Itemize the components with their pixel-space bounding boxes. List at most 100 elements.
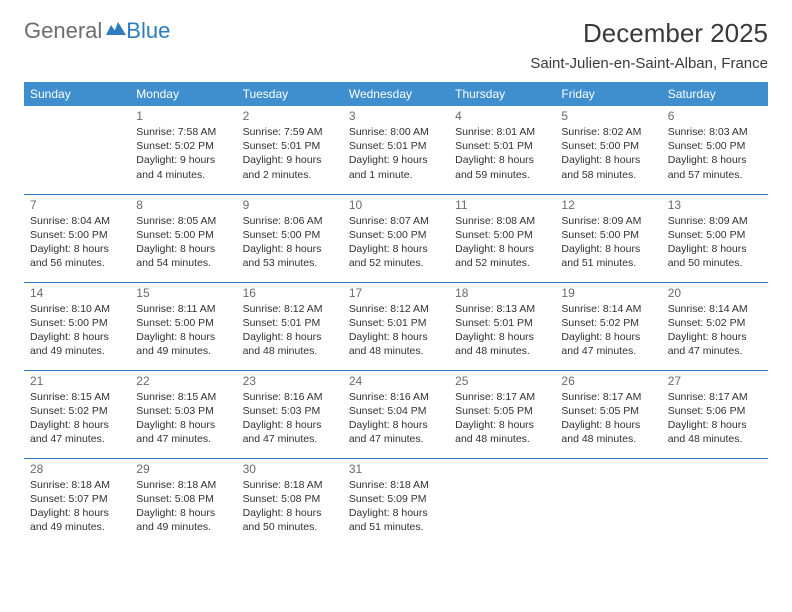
daylight-line: Daylight: 8 hours	[136, 506, 230, 520]
calendar-day-cell: 7Sunrise: 8:04 AMSunset: 5:00 PMDaylight…	[24, 194, 130, 282]
day-number: 25	[455, 374, 549, 388]
daylight-line: and 47 minutes.	[30, 432, 124, 446]
calendar-day-cell: 4Sunrise: 8:01 AMSunset: 5:01 PMDaylight…	[449, 106, 555, 194]
sunrise-line: Sunrise: 8:12 AM	[243, 302, 337, 316]
sunset-line: Sunset: 5:00 PM	[668, 139, 762, 153]
daylight-line: and 57 minutes.	[668, 168, 762, 182]
daylight-line: Daylight: 8 hours	[668, 153, 762, 167]
daylight-line: and 48 minutes.	[561, 432, 655, 446]
sunrise-line: Sunrise: 8:16 AM	[243, 390, 337, 404]
daylight-line: and 48 minutes.	[243, 344, 337, 358]
day-number: 24	[349, 374, 443, 388]
daylight-line: and 4 minutes.	[136, 168, 230, 182]
calendar-week-row: 28Sunrise: 8:18 AMSunset: 5:07 PMDayligh…	[24, 458, 768, 546]
daylight-line: Daylight: 8 hours	[561, 330, 655, 344]
daylight-line: Daylight: 8 hours	[243, 330, 337, 344]
sunrise-line: Sunrise: 8:17 AM	[668, 390, 762, 404]
sunrise-line: Sunrise: 8:10 AM	[30, 302, 124, 316]
day-number: 26	[561, 374, 655, 388]
day-number: 15	[136, 286, 230, 300]
daylight-line: Daylight: 8 hours	[349, 242, 443, 256]
calendar-day-cell: 10Sunrise: 8:07 AMSunset: 5:00 PMDayligh…	[343, 194, 449, 282]
weekday-header: Thursday	[449, 82, 555, 106]
calendar-day-cell	[662, 458, 768, 546]
sunrise-line: Sunrise: 8:12 AM	[349, 302, 443, 316]
day-number: 8	[136, 198, 230, 212]
daylight-line: Daylight: 8 hours	[668, 242, 762, 256]
daylight-line: Daylight: 8 hours	[243, 242, 337, 256]
day-number: 9	[243, 198, 337, 212]
sunset-line: Sunset: 5:06 PM	[668, 404, 762, 418]
calendar-day-cell: 9Sunrise: 8:06 AMSunset: 5:00 PMDaylight…	[237, 194, 343, 282]
daylight-line: Daylight: 9 hours	[243, 153, 337, 167]
sunset-line: Sunset: 5:08 PM	[243, 492, 337, 506]
daylight-line: Daylight: 8 hours	[561, 418, 655, 432]
day-number: 18	[455, 286, 549, 300]
daylight-line: Daylight: 8 hours	[30, 242, 124, 256]
daylight-line: and 51 minutes.	[349, 520, 443, 534]
calendar-day-cell: 22Sunrise: 8:15 AMSunset: 5:03 PMDayligh…	[130, 370, 236, 458]
day-number: 4	[455, 109, 549, 123]
day-number: 29	[136, 462, 230, 476]
daylight-line: Daylight: 8 hours	[455, 418, 549, 432]
daylight-line: and 47 minutes.	[349, 432, 443, 446]
calendar-day-cell: 11Sunrise: 8:08 AMSunset: 5:00 PMDayligh…	[449, 194, 555, 282]
daylight-line: and 58 minutes.	[561, 168, 655, 182]
daylight-line: Daylight: 8 hours	[455, 153, 549, 167]
sunset-line: Sunset: 5:00 PM	[668, 228, 762, 242]
sunrise-line: Sunrise: 8:07 AM	[349, 214, 443, 228]
sunrise-line: Sunrise: 7:58 AM	[136, 125, 230, 139]
calendar-day-cell: 12Sunrise: 8:09 AMSunset: 5:00 PMDayligh…	[555, 194, 661, 282]
daylight-line: Daylight: 8 hours	[30, 506, 124, 520]
calendar-day-cell: 31Sunrise: 8:18 AMSunset: 5:09 PMDayligh…	[343, 458, 449, 546]
day-number: 21	[30, 374, 124, 388]
page-title: December 2025	[530, 18, 768, 49]
calendar-day-cell	[449, 458, 555, 546]
calendar-day-cell: 13Sunrise: 8:09 AMSunset: 5:00 PMDayligh…	[662, 194, 768, 282]
sunrise-line: Sunrise: 8:16 AM	[349, 390, 443, 404]
daylight-line: and 47 minutes.	[668, 344, 762, 358]
daylight-line: Daylight: 8 hours	[349, 506, 443, 520]
calendar-day-cell: 16Sunrise: 8:12 AMSunset: 5:01 PMDayligh…	[237, 282, 343, 370]
weekday-header: Monday	[130, 82, 236, 106]
sunset-line: Sunset: 5:03 PM	[136, 404, 230, 418]
logo-text-general: General	[24, 18, 102, 44]
daylight-line: Daylight: 8 hours	[561, 242, 655, 256]
sunrise-line: Sunrise: 8:08 AM	[455, 214, 549, 228]
weekday-header: Tuesday	[237, 82, 343, 106]
day-number: 6	[668, 109, 762, 123]
daylight-line: Daylight: 8 hours	[668, 418, 762, 432]
calendar-day-cell: 29Sunrise: 8:18 AMSunset: 5:08 PMDayligh…	[130, 458, 236, 546]
daylight-line: and 51 minutes.	[561, 256, 655, 270]
sunrise-line: Sunrise: 8:18 AM	[243, 478, 337, 492]
daylight-line: Daylight: 8 hours	[30, 418, 124, 432]
sunrise-line: Sunrise: 8:02 AM	[561, 125, 655, 139]
daylight-line: and 54 minutes.	[136, 256, 230, 270]
calendar-day-cell: 15Sunrise: 8:11 AMSunset: 5:00 PMDayligh…	[130, 282, 236, 370]
calendar-day-cell: 26Sunrise: 8:17 AMSunset: 5:05 PMDayligh…	[555, 370, 661, 458]
daylight-line: and 56 minutes.	[30, 256, 124, 270]
day-number: 17	[349, 286, 443, 300]
sunset-line: Sunset: 5:01 PM	[455, 316, 549, 330]
sunset-line: Sunset: 5:00 PM	[243, 228, 337, 242]
calendar-week-row: 21Sunrise: 8:15 AMSunset: 5:02 PMDayligh…	[24, 370, 768, 458]
daylight-line: Daylight: 8 hours	[243, 418, 337, 432]
sunrise-line: Sunrise: 8:03 AM	[668, 125, 762, 139]
daylight-line: and 49 minutes.	[30, 520, 124, 534]
daylight-line: Daylight: 8 hours	[243, 506, 337, 520]
day-number: 22	[136, 374, 230, 388]
day-number: 16	[243, 286, 337, 300]
sunrise-line: Sunrise: 8:18 AM	[136, 478, 230, 492]
day-number: 11	[455, 198, 549, 212]
sunrise-line: Sunrise: 8:15 AM	[136, 390, 230, 404]
sunset-line: Sunset: 5:02 PM	[136, 139, 230, 153]
day-number: 3	[349, 109, 443, 123]
daylight-line: and 50 minutes.	[243, 520, 337, 534]
calendar-day-cell: 5Sunrise: 8:02 AMSunset: 5:00 PMDaylight…	[555, 106, 661, 194]
daylight-line: Daylight: 8 hours	[561, 153, 655, 167]
sunset-line: Sunset: 5:00 PM	[561, 139, 655, 153]
sunset-line: Sunset: 5:05 PM	[561, 404, 655, 418]
calendar-day-cell: 27Sunrise: 8:17 AMSunset: 5:06 PMDayligh…	[662, 370, 768, 458]
calendar-week-row: 1Sunrise: 7:58 AMSunset: 5:02 PMDaylight…	[24, 106, 768, 194]
calendar-day-cell: 19Sunrise: 8:14 AMSunset: 5:02 PMDayligh…	[555, 282, 661, 370]
